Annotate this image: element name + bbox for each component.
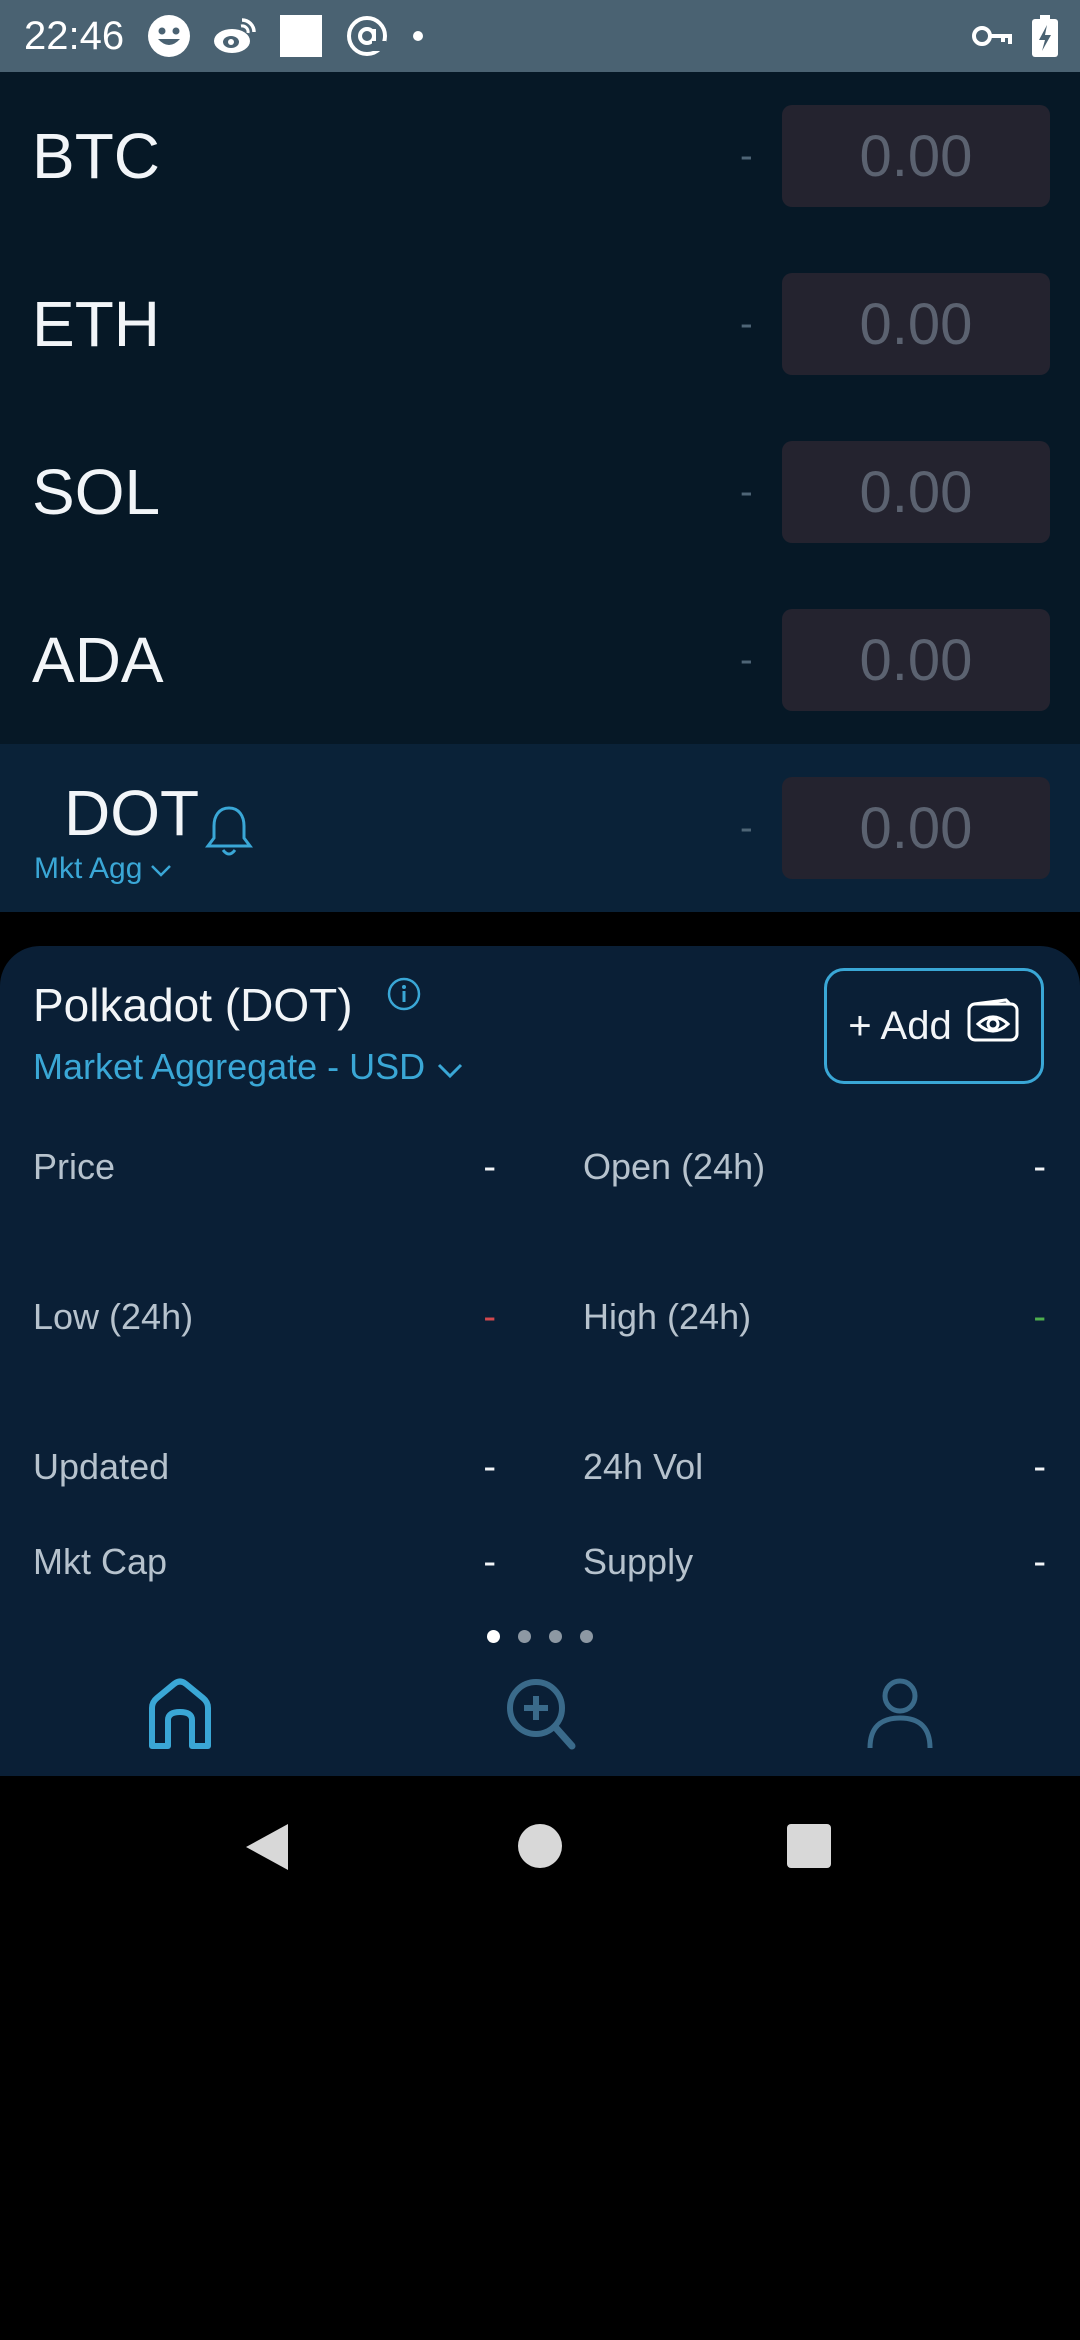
vol-label: 24h Vol [583, 1446, 704, 1487]
mktcap-value: - [483, 1541, 496, 1583]
search-add-icon[interactable] [504, 1676, 576, 1755]
price-label: Price [33, 1146, 116, 1187]
recents-icon[interactable] [787, 1824, 831, 1873]
coin-symbol: ETH [32, 288, 160, 360]
vol-value: - [1033, 1446, 1046, 1488]
coin-change: - [740, 134, 753, 177]
open-value: - [1033, 1146, 1046, 1188]
bottom-nav [0, 1658, 1080, 1776]
status-time: 22:46 [24, 13, 125, 58]
coin-row-dot[interactable]: DOT Mkt Agg - 0.00 [0, 744, 1080, 912]
coin-price: 0.00 [782, 105, 1050, 207]
status-bar: 22:46 [0, 0, 1080, 72]
dot-icon [410, 28, 426, 44]
supply-value: - [1033, 1541, 1046, 1583]
smiley-icon [146, 13, 192, 59]
coin-change: - [740, 302, 753, 345]
add-to-watchlist-button[interactable]: + Add [824, 968, 1044, 1084]
home-circle-icon[interactable] [518, 1824, 562, 1873]
coin-change: - [740, 806, 753, 849]
coin-symbol: DOT [64, 777, 200, 849]
at-icon [344, 13, 390, 59]
coin-detail-panel: Polkadot (DOT) Market Aggregate - USD + … [0, 946, 1080, 1658]
detail-title: Polkadot (DOT) [33, 979, 353, 1031]
coin-symbol: SOL [32, 456, 161, 528]
coin-row-sol[interactable]: SOL - 0.00 [0, 408, 1080, 576]
bell-icon[interactable] [204, 804, 254, 863]
coin-row-btc[interactable]: BTC - 0.00 [0, 72, 1080, 240]
high-label: High (24h) [583, 1296, 752, 1337]
coin-change: - [740, 638, 753, 681]
low-value: - [483, 1296, 496, 1338]
coin-symbol: ADA [32, 624, 164, 696]
coin-price: 0.00 [782, 777, 1050, 879]
open-label: Open (24h) [583, 1146, 766, 1187]
coin-price: 0.00 [782, 609, 1050, 711]
key-icon [972, 22, 1012, 50]
page-dot[interactable] [580, 1630, 593, 1643]
info-icon[interactable] [386, 976, 422, 1017]
square-icon [278, 13, 324, 59]
coin-change: - [740, 470, 753, 513]
page-dot[interactable] [549, 1630, 562, 1643]
page-indicator [0, 1630, 1080, 1650]
page-dot[interactable] [518, 1630, 531, 1643]
mktcap-label: Mkt Cap [33, 1541, 168, 1582]
coin-symbol: BTC [32, 120, 160, 192]
price-value: - [483, 1146, 496, 1188]
profile-icon[interactable] [864, 1676, 936, 1755]
chevron-down-icon [437, 1046, 463, 1088]
system-nav-bar [0, 1776, 1080, 1916]
updated-value: - [483, 1446, 496, 1488]
coin-list: BTC - 0.00 ETH - 0.00 SOL - 0.00 ADA - 0… [0, 72, 1080, 912]
add-button-label: + Add [848, 1003, 952, 1048]
high-value: - [1033, 1296, 1046, 1338]
market-selector[interactable]: Mkt Agg [34, 852, 172, 886]
watchlist-eye-icon [966, 998, 1020, 1054]
low-label: Low (24h) [33, 1296, 194, 1337]
coin-price: 0.00 [782, 441, 1050, 543]
coin-price: 0.00 [782, 273, 1050, 375]
back-icon[interactable] [244, 1822, 290, 1877]
updated-label: Updated [33, 1446, 170, 1487]
home-icon[interactable] [144, 1676, 216, 1755]
weibo-icon [212, 16, 258, 56]
battery-icon [1032, 15, 1058, 57]
page-dot[interactable] [487, 1630, 500, 1643]
chevron-down-icon [150, 852, 172, 886]
coin-row-ada[interactable]: ADA - 0.00 [0, 576, 1080, 744]
market-currency-label: Market Aggregate - USD [33, 1046, 426, 1087]
market-currency-selector[interactable]: Market Aggregate - USD [33, 1046, 463, 1088]
coin-row-eth[interactable]: ETH - 0.00 [0, 240, 1080, 408]
market-selector-label: Mkt Agg [34, 852, 143, 885]
supply-label: Supply [583, 1541, 694, 1582]
